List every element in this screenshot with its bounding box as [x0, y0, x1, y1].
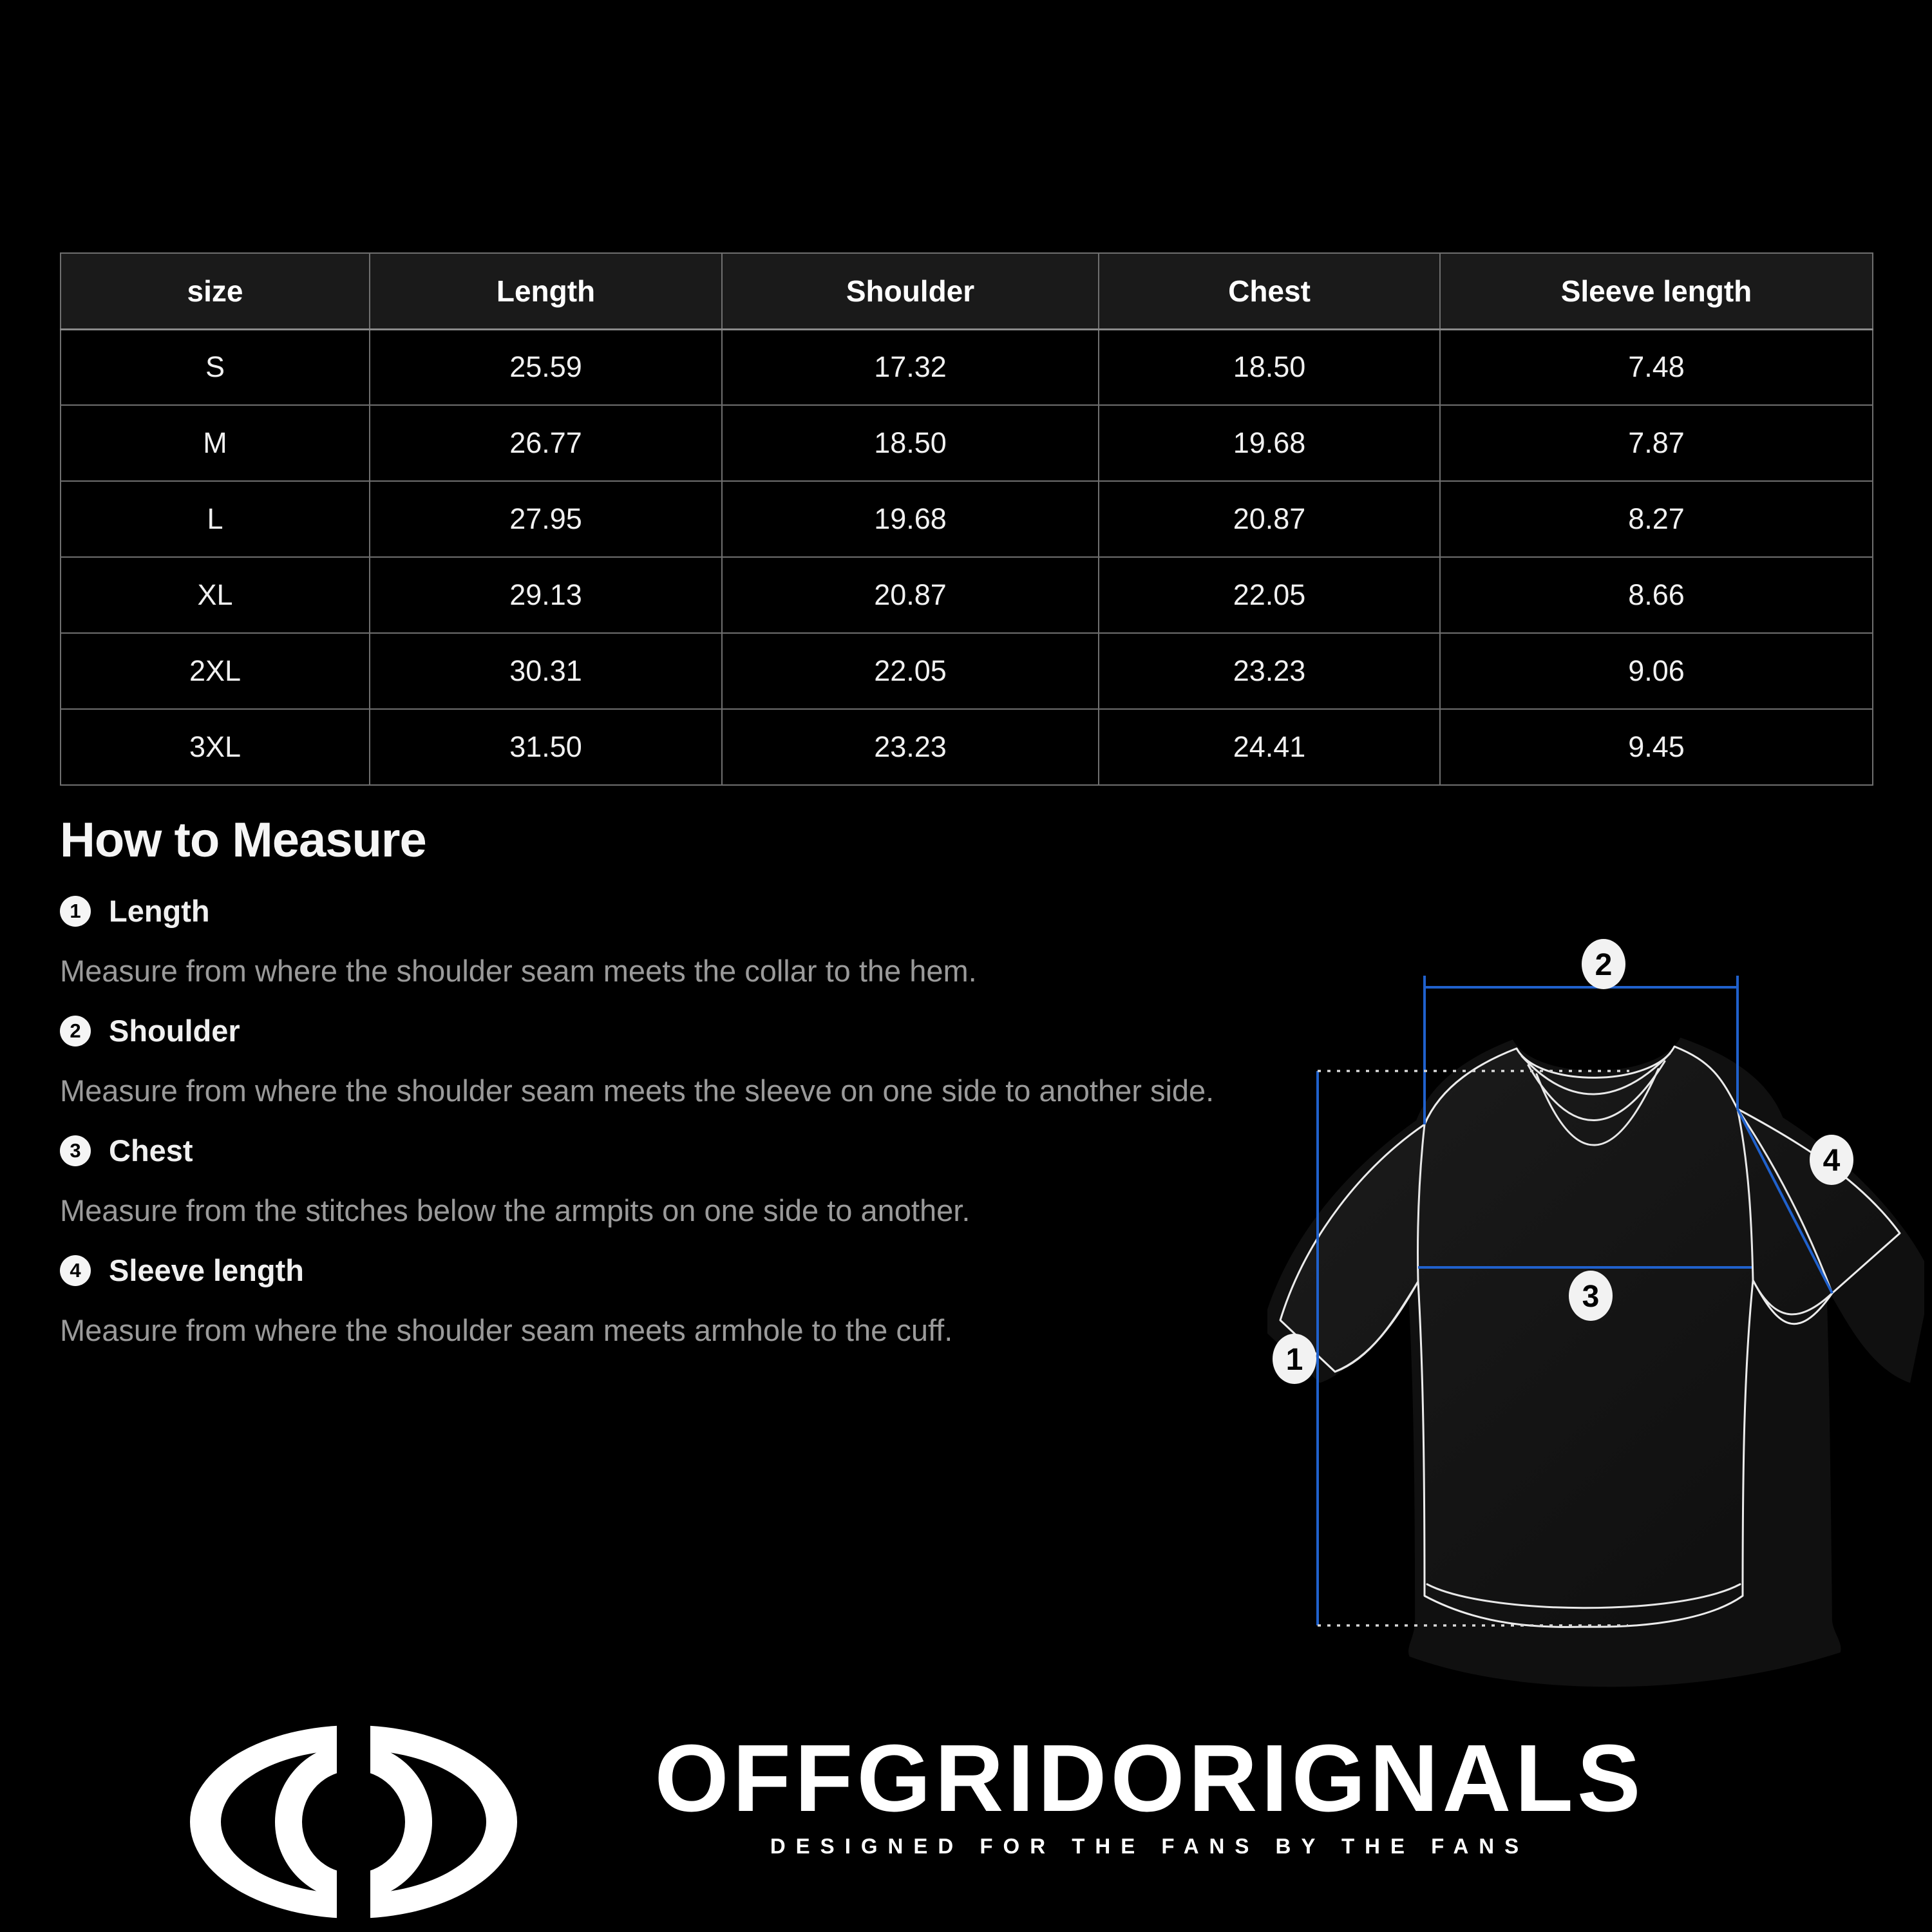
diagram-badge-3-number: 3 — [1582, 1280, 1600, 1314]
cell-sleeve: 9.06 — [1439, 632, 1873, 710]
size-chart-table: size Length Shoulder Chest Sleeve length… — [60, 252, 1873, 786]
cell-chest: 23.23 — [1098, 632, 1441, 710]
measure-step-shoulder: 2 Shoulder — [60, 1014, 1271, 1048]
measure-step-label: Sleeve length — [109, 1253, 304, 1288]
brand-tagline: DESIGNED FOR THE FANS BY THE FANS — [770, 1834, 1530, 1858]
hem-seam — [1426, 1583, 1741, 1609]
measure-step-label: Chest — [109, 1133, 193, 1168]
cell-sleeve: 9.45 — [1439, 708, 1873, 786]
cell-size: M — [60, 404, 370, 482]
measure-step-description: Measure from where the shoulder seam mee… — [60, 1312, 953, 1347]
cell-chest: 24.41 — [1098, 708, 1441, 786]
cell-size: XL — [60, 556, 370, 634]
measure-step-label: Length — [109, 894, 210, 929]
step-number-badge: 4 — [60, 1255, 91, 1286]
diagram-badges: 1 2 3 4 — [1273, 939, 1853, 1384]
cell-length: 26.77 — [369, 404, 723, 482]
cell-chest: 19.68 — [1098, 404, 1441, 482]
cell-shoulder: 18.50 — [721, 404, 1099, 482]
cell-size: 3XL — [60, 708, 370, 786]
cell-length: 27.95 — [369, 480, 723, 558]
table-row: XL 29.13 20.87 22.05 8.66 — [60, 556, 1873, 634]
step-number-badge: 3 — [60, 1135, 91, 1166]
table-header-row: size Length Shoulder Chest Sleeve length — [60, 252, 1873, 330]
column-header-length: Length — [369, 252, 723, 330]
cell-chest: 20.87 — [1098, 480, 1441, 558]
measure-step-description: Measure from the stitches below the armp… — [60, 1193, 971, 1227]
cell-shoulder: 23.23 — [721, 708, 1099, 786]
measure-step-description: Measure from where the shoulder seam mee… — [60, 953, 977, 988]
cell-size: 2XL — [60, 632, 370, 710]
cell-shoulder: 17.32 — [721, 328, 1099, 406]
table-row: 2XL 30.31 22.05 23.23 9.06 — [60, 632, 1873, 710]
collar-arc — [1535, 1068, 1660, 1146]
cell-size: S — [60, 328, 370, 406]
measure-step-length: 1 Length — [60, 894, 1271, 929]
cell-length: 29.13 — [369, 556, 723, 634]
cell-chest: 22.05 — [1098, 556, 1441, 634]
measurement-lines — [1316, 976, 1833, 1625]
step-number-badge: 1 — [60, 895, 91, 927]
tshirt-outline — [1279, 1045, 1901, 1628]
cell-size: L — [60, 480, 370, 558]
cell-length: 30.31 — [369, 632, 723, 710]
cell-shoulder: 19.68 — [721, 480, 1099, 558]
cell-shoulder: 20.87 — [721, 556, 1099, 634]
cell-sleeve: 8.27 — [1439, 480, 1873, 558]
column-header-size: size — [60, 252, 370, 330]
cell-sleeve: 8.66 — [1439, 556, 1873, 634]
how-to-measure-section: How to Measure 1 Length Measure from whe… — [60, 813, 1271, 1374]
cell-chest: 18.50 — [1098, 328, 1441, 406]
tshirt-measurement-diagram: 1 2 3 4 — [1262, 921, 1932, 1719]
table-row: S 25.59 17.32 18.50 7.48 — [60, 328, 1873, 406]
diagram-badge-1-number: 1 — [1286, 1343, 1303, 1377]
diagram-badge-4 — [1810, 1135, 1853, 1185]
section-title: How to Measure — [60, 813, 427, 867]
sleeve-seam-right — [1736, 1108, 1754, 1282]
cell-sleeve: 7.87 — [1439, 404, 1873, 482]
table-row: M 26.77 18.50 19.68 7.87 — [60, 404, 1873, 482]
diagram-badge-3 — [1569, 1271, 1613, 1321]
measure-step-label: Shoulder — [109, 1014, 240, 1048]
measure-step-chest: 3 Chest — [60, 1133, 1271, 1168]
measure-step-description: Measure from where the shoulder seam mee… — [60, 1073, 1215, 1108]
sleeve-seam-left — [1416, 1123, 1426, 1283]
eye-logo-icon — [188, 1723, 519, 1920]
cell-length: 31.50 — [369, 708, 723, 786]
step-number-badge: 2 — [60, 1015, 91, 1046]
diagram-badge-4-number: 4 — [1823, 1144, 1841, 1178]
column-header-shoulder: Shoulder — [721, 252, 1099, 330]
table-row: L 27.95 19.68 20.87 8.27 — [60, 480, 1873, 558]
brand-footer: OFFGRIDORIGNALS DESIGNED FOR THE FANS BY… — [0, 1700, 1932, 1932]
reference-dotted-lines — [1318, 1070, 1629, 1627]
brand-wordmark: OFFGRIDORIGNALS — [654, 1725, 1645, 1832]
cell-shoulder: 22.05 — [721, 632, 1099, 710]
collar-arc — [1527, 1060, 1666, 1121]
collar-arc — [1520, 1052, 1671, 1095]
measure-step-sleeve-length: 4 Sleeve length — [60, 1253, 1271, 1288]
measurement-line-sleeve — [1736, 1108, 1833, 1294]
table-row: 3XL 31.50 23.23 24.41 9.45 — [60, 708, 1873, 786]
cell-sleeve: 7.48 — [1439, 328, 1873, 406]
measurement-line-shoulder — [1423, 976, 1739, 1124]
diagram-badge-2 — [1582, 939, 1625, 989]
column-header-chest: Chest — [1098, 252, 1441, 330]
cell-length: 25.59 — [369, 328, 723, 406]
sleeve-cuff-left — [1334, 1280, 1419, 1373]
diagram-badge-2-number: 2 — [1595, 948, 1613, 982]
column-header-sleeve-length: Sleeve length — [1439, 252, 1873, 330]
diagram-badge-1 — [1273, 1334, 1316, 1384]
